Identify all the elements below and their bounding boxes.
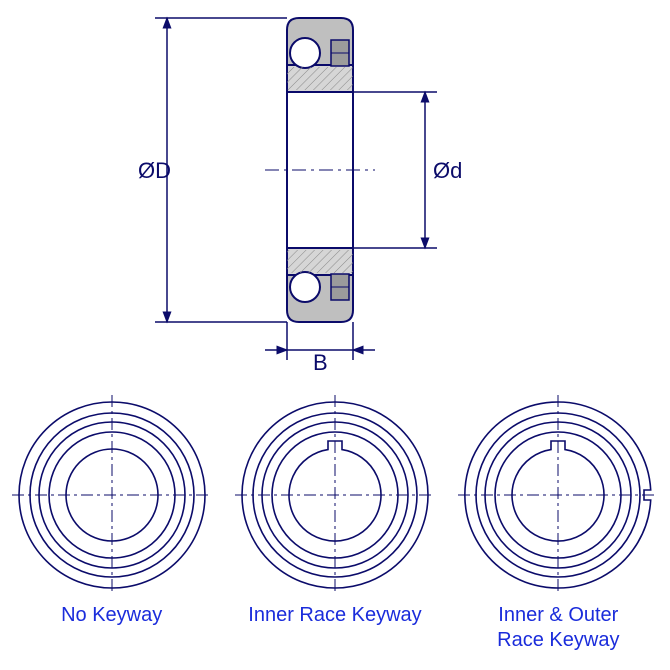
top-svg: ØD Ød B bbox=[135, 5, 475, 375]
top-cross-section: ØD Ød B bbox=[135, 5, 475, 375]
caption-1: No Keyway bbox=[61, 603, 162, 628]
bottom-row: No Keyway Inner Race Keyway bbox=[0, 395, 670, 665]
front-view-inner-outer-keyway: Inner & Outer Race Keyway bbox=[448, 395, 668, 665]
diagram-container: ØD Ød B bbox=[0, 0, 670, 670]
front-svg-3 bbox=[458, 395, 658, 595]
dimension-B: B bbox=[265, 322, 375, 375]
front-svg-1 bbox=[12, 395, 212, 595]
dimension-D: ØD bbox=[138, 18, 287, 322]
dim-d-label: Ød bbox=[433, 158, 462, 183]
dimension-d: Ød bbox=[353, 92, 462, 248]
front-svg-2 bbox=[235, 395, 435, 595]
caption-3-line2: Race Keyway bbox=[497, 629, 619, 651]
dim-D-label: ØD bbox=[138, 158, 171, 183]
caption-3: Inner & Outer Race Keyway bbox=[497, 603, 619, 653]
front-view-no-keyway: No Keyway bbox=[2, 395, 222, 665]
front-view-inner-keyway: Inner Race Keyway bbox=[225, 395, 445, 665]
caption-2: Inner Race Keyway bbox=[248, 603, 421, 628]
dim-B-label: B bbox=[313, 350, 328, 375]
caption-3-line1: Inner & Outer bbox=[498, 604, 618, 626]
bearing-body bbox=[265, 18, 375, 322]
